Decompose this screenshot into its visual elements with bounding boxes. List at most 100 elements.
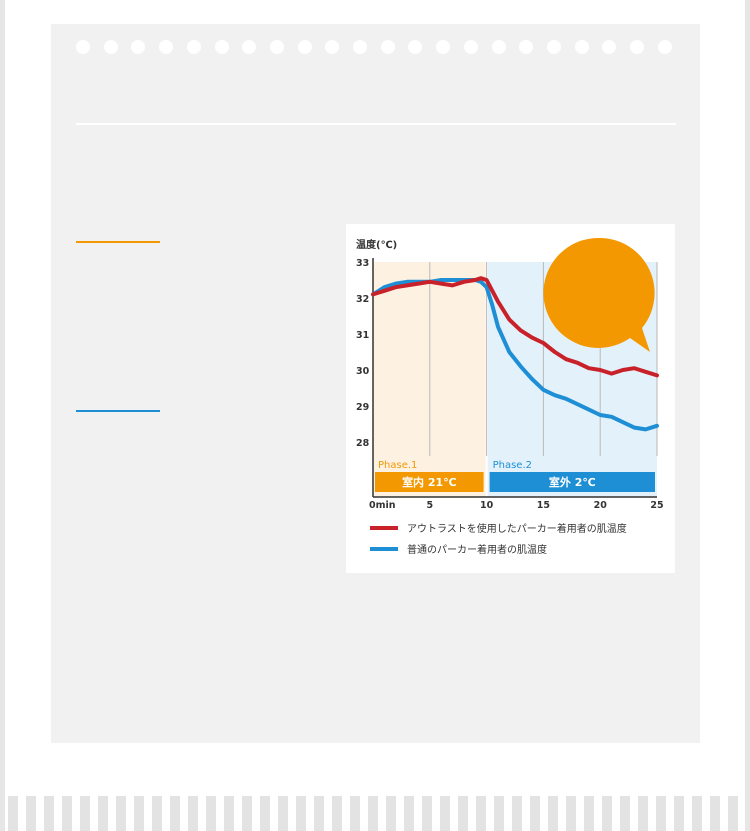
stripe [314,796,324,831]
phase-name: Phase.2 [493,460,532,471]
y-tick-label: 32 [356,294,369,305]
x-tick-label: 10 [480,500,494,511]
binder-hole [602,40,617,54]
stripe [656,796,666,831]
stripe [458,796,468,831]
x-tick-label: 15 [537,500,550,511]
stripe [80,796,90,831]
stripe [692,796,702,831]
stripe [206,796,216,831]
stripe [134,796,144,831]
binder-hole [103,40,118,54]
title-divider [76,123,676,125]
stripe [404,796,414,831]
legend-swatch-blue [370,546,398,551]
tick-labels: 28 29 30 31 32 33 0min 5 10 15 20 25 [356,258,664,511]
stripe [530,796,540,831]
binder-hole [519,40,534,54]
stripe [224,796,234,831]
binder-hole [546,40,561,54]
speech-bubble [543,237,655,352]
y-tick-label: 31 [356,330,369,341]
binder-hole [630,40,644,54]
binder-hole [269,40,284,54]
legend-label: 普通のパーカー着用者の肌温度 [407,545,547,556]
legend-item-outlast: アウトラストを使用したパーカー着用者の肌温度 [370,517,670,538]
binder-hole [574,40,589,54]
stripe [494,796,504,831]
temperature-chart: Phase.1 室内 21℃ Phase.2 室外 2℃ 28 29 30 31 32 33 0m… [356,237,664,511]
legend-label: アウトラストを使用したパーカー着用者の肌温度 [407,524,627,535]
stripe [296,796,306,831]
section-accent-blue [76,410,160,412]
stripe [62,796,72,831]
y-tick-label: 30 [356,366,370,377]
binder-hole [159,40,174,54]
y-tick-label: 29 [356,402,369,413]
axes [372,258,657,498]
stripe [188,796,198,831]
legend-item-regular: 普通のパーカー着用者の肌温度 [370,538,670,559]
binder-hole [325,40,340,54]
stripe [422,796,432,831]
stripe [674,796,684,831]
phase-band [375,472,484,492]
section-accent-orange [76,241,160,243]
x-tick-label: 5 [426,500,433,511]
stripe [368,796,378,831]
y-tick-label: 33 [356,258,369,269]
stripe [332,796,342,831]
binder-hole [380,40,395,54]
stripe [170,796,180,831]
stripe [602,796,612,831]
series-lines [371,276,659,432]
chart-panel: Phase.1 室内 21℃ Phase.2 室外 2℃ 28 29 30 31 32 33 0m… [346,224,675,573]
binder-hole [491,40,506,54]
stripe [242,796,252,831]
phase-label: 室内 21℃ [402,475,456,489]
phase-name: Phase.1 [378,460,417,471]
phase-background [373,262,486,497]
series-line [371,276,659,378]
y-axis-title: 温度(℃) [356,238,397,251]
stripe [512,796,522,831]
binder-hole [463,40,478,54]
stripe [620,796,630,831]
x-tick-label: 20 [594,500,608,511]
bottom-stripe-pattern [8,796,742,831]
stripe [710,796,720,831]
stripe [8,796,18,831]
stripe [116,796,126,831]
binder-hole [408,40,423,54]
binder-hole [186,40,201,54]
stripe [566,796,576,831]
binder-hole [242,40,257,54]
binder-hole [436,40,451,54]
stripe [548,796,558,831]
stripe [386,796,396,831]
y-tick-label: 28 [356,438,370,449]
binder-hole [657,40,672,54]
binder-hole [76,40,90,54]
legend-swatch-red [370,525,398,530]
binder-hole [297,40,312,54]
x-tick-label: 0min [369,500,396,511]
binder-holes [76,40,676,54]
phase-band [489,472,655,492]
binder-hole [353,40,367,54]
stripe [278,796,288,831]
phase-label: 室外 2℃ [549,475,596,489]
stripe [26,796,36,831]
stripe [728,796,738,831]
binder-hole [131,40,146,54]
stripe [152,796,162,831]
binder-hole [214,40,229,54]
stripe [44,796,54,831]
stripe [98,796,108,831]
stripe [584,796,594,831]
stripe [638,796,648,831]
x-tick-label: 25 [650,500,663,511]
stripe [350,796,360,831]
chart-legend: アウトラストを使用したパーカー着用者の肌温度 普通のパーカー着用者の肌温度 [370,517,670,559]
